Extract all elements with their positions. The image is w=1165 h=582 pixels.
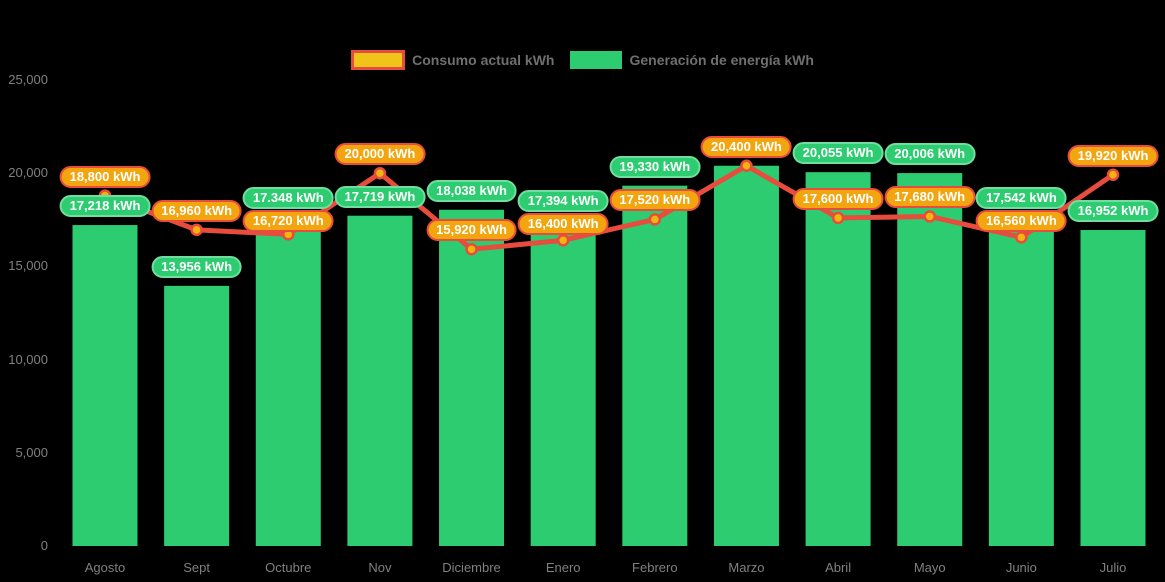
point-sept[interactable]: [190, 223, 203, 237]
point-octubre[interactable]: [282, 228, 295, 241]
generacion-swatch-icon: [570, 51, 623, 69]
legend-label-generacion: Generación de energía kWh: [629, 52, 814, 68]
bar-marzo[interactable]: [713, 165, 779, 546]
point-agosto[interactable]: [98, 189, 112, 202]
bar-junio[interactable]: [988, 219, 1054, 546]
legend-label-consumo: Consumo actual kWh: [412, 52, 555, 68]
point-enero[interactable]: [556, 234, 570, 247]
bar-sept[interactable]: [164, 285, 230, 546]
point-nov[interactable]: [373, 166, 387, 180]
point-diciembre[interactable]: [465, 243, 478, 256]
bar-julio[interactable]: [1080, 230, 1146, 547]
bar-octubre[interactable]: [255, 222, 321, 546]
bar-febrero[interactable]: [622, 185, 688, 547]
bar-enero[interactable]: [530, 221, 596, 547]
point-junio[interactable]: [1015, 231, 1028, 244]
bar-abril[interactable]: [805, 172, 871, 546]
bar-mayo[interactable]: [897, 173, 963, 546]
bar-nov[interactable]: [347, 215, 413, 546]
bar-diciembre[interactable]: [439, 209, 505, 547]
consumo-line: [102, 163, 1116, 252]
point-mayo[interactable]: [923, 210, 936, 223]
point-marzo[interactable]: [740, 159, 753, 172]
point-abril[interactable]: [831, 211, 845, 225]
bar-agosto[interactable]: [72, 225, 138, 547]
legend-item-consumo[interactable]: Consumo actual kWh: [351, 50, 554, 70]
legend-item-generacion[interactable]: Generación de energía kWh: [570, 51, 814, 69]
legend: Consumo actual kWh Generación de energía…: [0, 50, 1165, 70]
point-febrero[interactable]: [648, 213, 662, 226]
consumo-swatch-icon: [351, 50, 406, 70]
point-julio[interactable]: [1106, 168, 1120, 181]
